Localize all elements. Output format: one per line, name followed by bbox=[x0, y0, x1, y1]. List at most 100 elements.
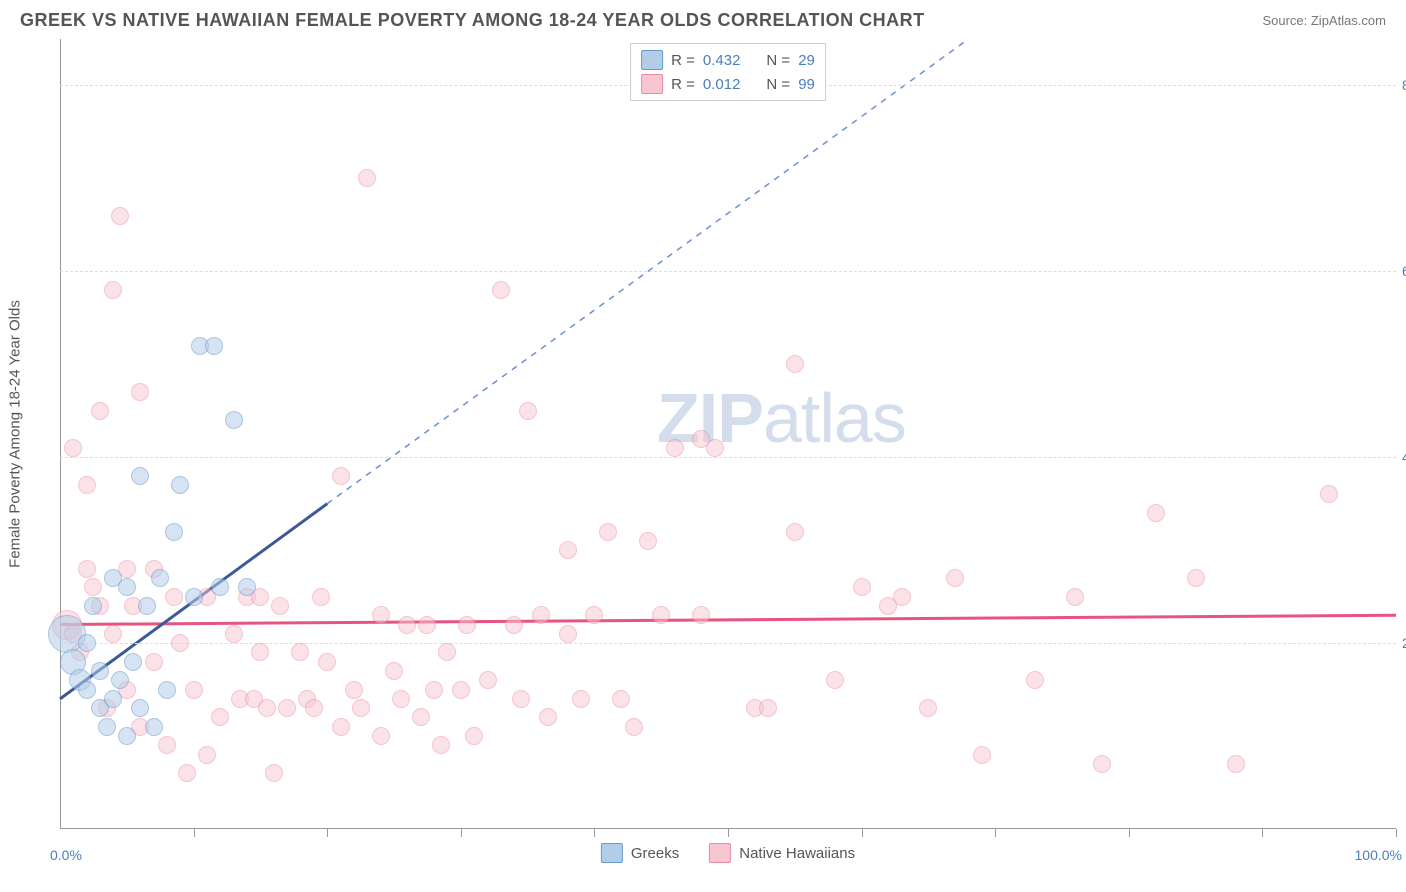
hawaiian-point bbox=[479, 671, 497, 689]
greek-point bbox=[131, 699, 149, 717]
hawaiian-point bbox=[271, 597, 289, 615]
legend-item-hawaiians: Native Hawaiians bbox=[709, 843, 855, 863]
hawaiian-point bbox=[211, 708, 229, 726]
hawaiian-point bbox=[372, 606, 390, 624]
hawaiian-point bbox=[973, 746, 991, 764]
hawaiian-point bbox=[84, 578, 102, 596]
y-tick-label: 40.0% bbox=[1402, 449, 1406, 465]
x-tick bbox=[862, 829, 863, 837]
hawaiian-point bbox=[532, 606, 550, 624]
hawaiian-point bbox=[158, 736, 176, 754]
chart-title: GREEK VS NATIVE HAWAIIAN FEMALE POVERTY … bbox=[20, 10, 925, 31]
hawaiian-point bbox=[145, 653, 163, 671]
greek-point bbox=[138, 597, 156, 615]
hawaiian-point bbox=[78, 560, 96, 578]
grid-line bbox=[60, 457, 1396, 458]
x-tick bbox=[461, 829, 462, 837]
greek-point bbox=[91, 662, 109, 680]
hawaiian-point bbox=[372, 727, 390, 745]
legend-label-hawaiians: Native Hawaiians bbox=[739, 845, 855, 862]
greek-point bbox=[158, 681, 176, 699]
hawaiian-point bbox=[412, 708, 430, 726]
greek-point bbox=[118, 578, 136, 596]
greek-point bbox=[98, 718, 116, 736]
hawaiian-point bbox=[425, 681, 443, 699]
greek-point bbox=[205, 337, 223, 355]
hawaiian-point bbox=[505, 616, 523, 634]
hawaiian-point bbox=[572, 690, 590, 708]
r-label: R = bbox=[671, 76, 695, 93]
hawaiian-point bbox=[104, 281, 122, 299]
hawaiians-swatch bbox=[709, 843, 731, 863]
hawaiian-point bbox=[1093, 755, 1111, 773]
y-tick-label: 20.0% bbox=[1402, 635, 1406, 651]
y-tick-label: 80.0% bbox=[1402, 77, 1406, 93]
hawaiian-point bbox=[438, 643, 456, 661]
x-tick bbox=[594, 829, 595, 837]
legend-row-greeks: R = 0.432 N = 29 bbox=[641, 48, 815, 72]
hawaiian-point bbox=[104, 625, 122, 643]
r-label: R = bbox=[671, 52, 695, 69]
hawaiian-point bbox=[612, 690, 630, 708]
greek-point bbox=[171, 476, 189, 494]
hawaiian-point bbox=[392, 690, 410, 708]
greek-point bbox=[124, 653, 142, 671]
greek-point bbox=[118, 727, 136, 745]
hawaiian-point bbox=[519, 402, 537, 420]
hawaiian-point bbox=[251, 643, 269, 661]
hawaiian-point bbox=[198, 746, 216, 764]
source-prefix: Source: bbox=[1262, 13, 1310, 28]
greek-point bbox=[211, 578, 229, 596]
greek-point bbox=[145, 718, 163, 736]
hawaiian-point bbox=[278, 699, 296, 717]
hawaiian-point bbox=[666, 439, 684, 457]
hawaiian-point bbox=[946, 569, 964, 587]
greek-point bbox=[238, 578, 256, 596]
n-label: N = bbox=[766, 52, 790, 69]
hawaiian-point bbox=[919, 699, 937, 717]
hawaiian-point bbox=[1187, 569, 1205, 587]
hawaiian-point bbox=[305, 699, 323, 717]
hawaiian-point bbox=[258, 699, 276, 717]
hawaiian-point bbox=[64, 439, 82, 457]
legend-item-greeks: Greeks bbox=[601, 843, 679, 863]
x-tick bbox=[194, 829, 195, 837]
greek-point bbox=[78, 634, 96, 652]
hawaiian-point bbox=[559, 541, 577, 559]
greeks-swatch bbox=[641, 50, 663, 70]
greeks-n-value: 29 bbox=[798, 52, 815, 69]
hawaiian-point bbox=[893, 588, 911, 606]
regression-line bbox=[60, 615, 1396, 624]
hawaiian-point bbox=[706, 439, 724, 457]
greek-point bbox=[131, 467, 149, 485]
x-axis-label-max: 100.0% bbox=[1355, 847, 1402, 863]
chart-header: GREEK VS NATIVE HAWAIIAN FEMALE POVERTY … bbox=[0, 0, 1406, 39]
hawaiian-point bbox=[759, 699, 777, 717]
x-axis-label-min: 0.0% bbox=[50, 847, 82, 863]
hawaiian-point bbox=[178, 764, 196, 782]
n-label: N = bbox=[766, 76, 790, 93]
hawaiian-point bbox=[78, 476, 96, 494]
hawaiian-point bbox=[131, 383, 149, 401]
x-tick bbox=[995, 829, 996, 837]
hawaiian-point bbox=[599, 523, 617, 541]
hawaiian-point bbox=[1227, 755, 1245, 773]
legend-label-greeks: Greeks bbox=[631, 845, 679, 862]
grid-line bbox=[60, 271, 1396, 272]
hawaiian-point bbox=[312, 588, 330, 606]
hawaiian-point bbox=[291, 643, 309, 661]
series-legend: Greeks Native Hawaiians bbox=[601, 843, 855, 863]
hawaiian-point bbox=[352, 699, 370, 717]
hawaiian-point bbox=[225, 625, 243, 643]
hawaiian-point bbox=[492, 281, 510, 299]
hawaiian-point bbox=[332, 718, 350, 736]
greek-point bbox=[185, 588, 203, 606]
hawaiian-point bbox=[332, 467, 350, 485]
hawaiian-point bbox=[625, 718, 643, 736]
hawaiian-point bbox=[385, 662, 403, 680]
hawaiian-point bbox=[853, 578, 871, 596]
legend-row-hawaiians: R = 0.012 N = 99 bbox=[641, 72, 815, 96]
hawaiian-point bbox=[559, 625, 577, 643]
greeks-swatch bbox=[601, 843, 623, 863]
hawaiian-point bbox=[826, 671, 844, 689]
